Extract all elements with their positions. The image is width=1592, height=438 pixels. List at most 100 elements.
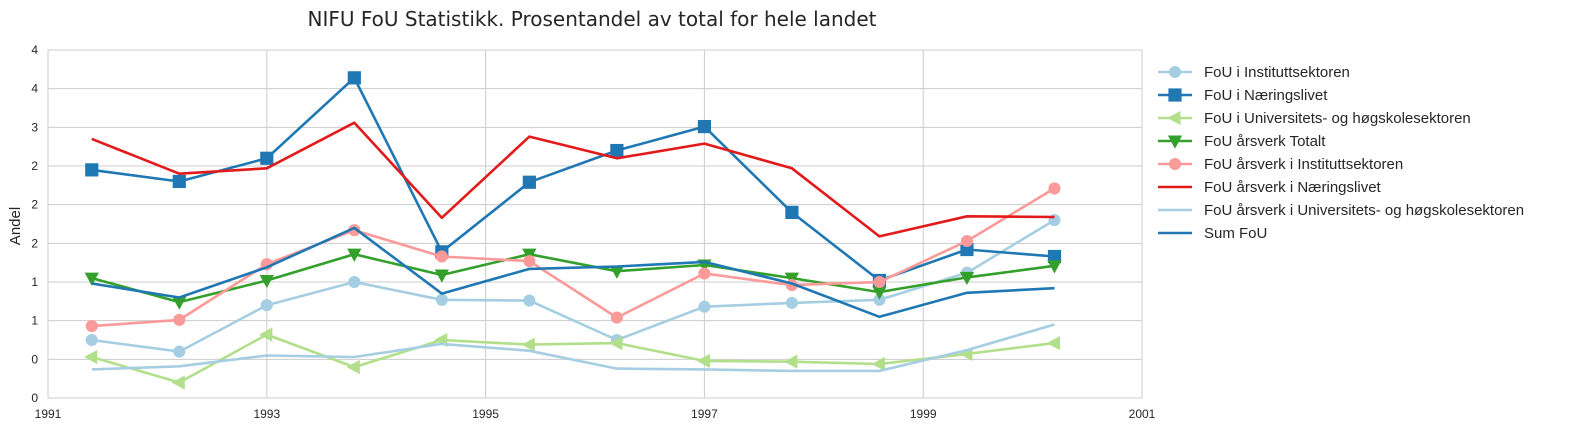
data-point: [610, 311, 623, 324]
data-point: [785, 205, 799, 219]
data-point: [173, 345, 186, 358]
data-point: [435, 293, 448, 306]
data-point: [171, 375, 185, 390]
data-point: [85, 163, 99, 177]
data-point: [1048, 182, 1061, 195]
series-7: [91, 323, 1055, 373]
data-point: [522, 175, 536, 189]
data-point: [85, 320, 98, 333]
y-tick-label: 4: [31, 82, 38, 96]
y-tick-label: 0: [31, 391, 38, 405]
y-axis-label: Andel: [7, 207, 24, 245]
legend-item: FoU årsverk Totalt: [1158, 133, 1326, 150]
y-tick-label: 3: [31, 120, 38, 134]
y-tick-label: 2: [31, 159, 38, 173]
legend-label: FoU årsverk i Universitets- og høgskoles…: [1204, 202, 1524, 219]
series-6: [91, 121, 1055, 238]
x-tick-label: 1997: [691, 407, 718, 421]
data-point: [1168, 88, 1182, 102]
legend-item: FoU i Instituttsektoren: [1158, 64, 1350, 81]
data-point: [435, 250, 448, 263]
data-point: [785, 296, 798, 309]
series-line: [91, 323, 1055, 373]
data-point: [1168, 65, 1182, 79]
series-8: [91, 226, 1055, 319]
data-point: [1046, 335, 1060, 351]
data-point: [346, 359, 360, 375]
series-line: [91, 218, 1056, 353]
data-point: [172, 174, 186, 189]
data-point: [173, 313, 186, 326]
data-point: [960, 234, 974, 248]
data-point: [347, 248, 362, 262]
y-tick-label: 1: [31, 314, 38, 328]
plot-area: [47, 49, 1143, 399]
data-point: [172, 296, 187, 310]
data-point: [873, 293, 886, 306]
data-point: [609, 335, 623, 351]
data-point: [784, 354, 798, 369]
data-point: [871, 356, 885, 372]
data-point: [85, 333, 98, 347]
data-point: [609, 265, 625, 279]
data-point: [1167, 110, 1181, 126]
data-point: [521, 337, 535, 352]
series-lines: [84, 71, 1062, 390]
y-tick-label: 2: [31, 198, 38, 212]
legend-label: FoU årsverk Totalt: [1204, 133, 1326, 150]
series-line: [91, 252, 1055, 304]
data-point: [260, 299, 273, 312]
series-line: [91, 333, 1055, 384]
legend-item: FoU årsverk i Instituttsektoren: [1158, 156, 1403, 173]
y-tick-label: 2: [31, 236, 38, 250]
data-point: [84, 349, 98, 365]
legend: FoU i Instituttsektoren FoU i Næringslive…: [1158, 64, 1524, 242]
data-point: [523, 294, 536, 307]
x-tick-label: 1999: [910, 407, 937, 421]
legend-item: FoU årsverk i Næringslivet: [1158, 179, 1382, 196]
legend-label: FoU i Næringslivet: [1204, 87, 1328, 104]
series-line: [91, 226, 1055, 319]
chart-title: NIFU FoU Statistikk. Prosentandel av tot…: [307, 7, 876, 31]
data-point: [959, 271, 975, 286]
series-3: [84, 327, 1060, 390]
legend-item: FoU årsverk i Universitets- og høgskoles…: [1158, 202, 1524, 219]
data-point: [523, 255, 536, 268]
legend-label: FoU i Universitets- og høgskolesektoren: [1204, 110, 1471, 127]
y-tick-label: 4: [31, 43, 38, 57]
data-point: [1167, 135, 1183, 149]
data-point: [348, 275, 361, 289]
data-point: [1047, 260, 1062, 274]
data-point: [698, 300, 711, 313]
data-point: [696, 353, 710, 369]
tick-labels: 1991 1993 1995 1997 1999 2001 0 0 1 1 2 2 2 3 4 4: [31, 43, 1155, 421]
legend-item: FoU i Næringslivet: [1158, 87, 1328, 104]
x-tick-label: 1995: [472, 407, 499, 421]
y-tick-label: 1: [31, 275, 38, 289]
data-point: [872, 286, 887, 300]
data-point: [610, 143, 624, 158]
data-point: [1047, 249, 1062, 264]
data-point: [347, 71, 361, 85]
x-tick-label: 1993: [253, 407, 280, 421]
data-point: [259, 327, 273, 342]
data-point: [698, 267, 711, 280]
grid: [48, 50, 1142, 398]
data-point: [1168, 157, 1182, 171]
x-tick-label: 1991: [35, 407, 62, 421]
data-point: [260, 151, 274, 165]
y-tick-label: 0: [31, 352, 38, 366]
legend-label: Sum FoU: [1204, 225, 1267, 242]
data-point: [259, 274, 274, 289]
legend-item: FoU i Universitets- og høgskolesektoren: [1158, 110, 1471, 127]
data-point: [960, 242, 974, 257]
x-tick-label: 2001: [1129, 407, 1156, 421]
legend-label: FoU årsverk i Næringslivet: [1204, 179, 1382, 196]
data-point: [84, 272, 99, 286]
legend-label: FoU i Instituttsektoren: [1204, 64, 1350, 81]
data-point: [697, 119, 711, 134]
legend-item: Sum FoU: [1158, 225, 1267, 242]
data-point: [873, 275, 886, 289]
data-point: [434, 269, 449, 283]
